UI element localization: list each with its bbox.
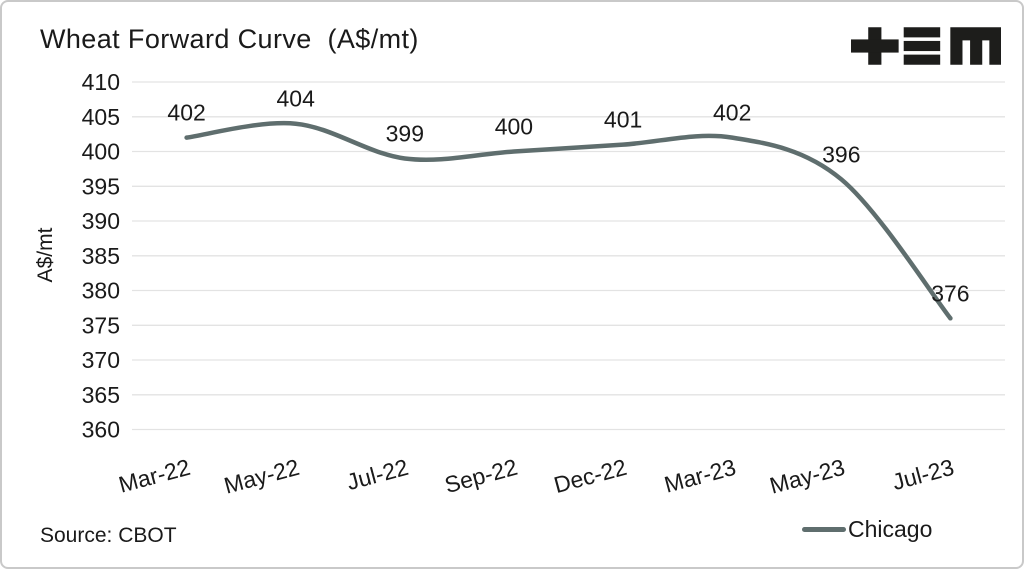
data-label: 400 xyxy=(495,114,533,140)
triple-bar-icon xyxy=(903,27,941,65)
data-label: 402 xyxy=(167,100,205,126)
y-tick-label: 380 xyxy=(82,278,120,304)
m-glyph-icon xyxy=(950,27,1001,65)
y-tick-label: 385 xyxy=(82,243,120,269)
legend-label: Chicago xyxy=(848,515,933,542)
y-tick-label: 365 xyxy=(82,382,120,408)
x-tick-label: Sep-22 xyxy=(442,454,520,498)
data-label: 402 xyxy=(713,100,751,126)
data-label: 376 xyxy=(931,280,969,306)
data-label: 396 xyxy=(822,141,860,167)
series-line-chicago xyxy=(184,120,953,321)
data-label: 404 xyxy=(277,86,316,112)
source-note: Source: CBOT xyxy=(40,524,177,547)
data-label: 399 xyxy=(386,121,424,147)
y-tick-label: 370 xyxy=(82,347,120,373)
x-tick-label: Mar-22 xyxy=(116,454,193,498)
tem-logo-icon xyxy=(851,27,1001,65)
x-tick-label: Jul-22 xyxy=(344,454,411,495)
x-tick-label: Dec-22 xyxy=(551,454,629,498)
x-tick-label: Mar-23 xyxy=(661,454,738,498)
chart-title: Wheat Forward Curve (A$/mt) xyxy=(40,24,419,54)
y-tick-label: 405 xyxy=(82,104,120,130)
x-tick-label: May-22 xyxy=(221,454,302,499)
y-tick-label: 410 xyxy=(82,69,120,95)
x-tick-label: May-23 xyxy=(767,454,848,499)
data-label: 401 xyxy=(604,107,642,133)
legend: Chicago xyxy=(802,516,932,542)
y-tick-label: 360 xyxy=(82,417,120,443)
plus-icon xyxy=(851,27,899,65)
y-tick-label: 390 xyxy=(82,208,120,234)
legend-line-swatch xyxy=(802,526,846,532)
y-tick-label: 375 xyxy=(82,312,120,338)
x-tick-label: Jul-23 xyxy=(889,454,956,495)
y-tick-label: 395 xyxy=(82,173,120,199)
y-tick-label: 400 xyxy=(82,139,120,165)
plot-area: 410 405 400 395 390 385 380 375 370 365 360 Mar-22 M… xyxy=(82,69,1005,499)
